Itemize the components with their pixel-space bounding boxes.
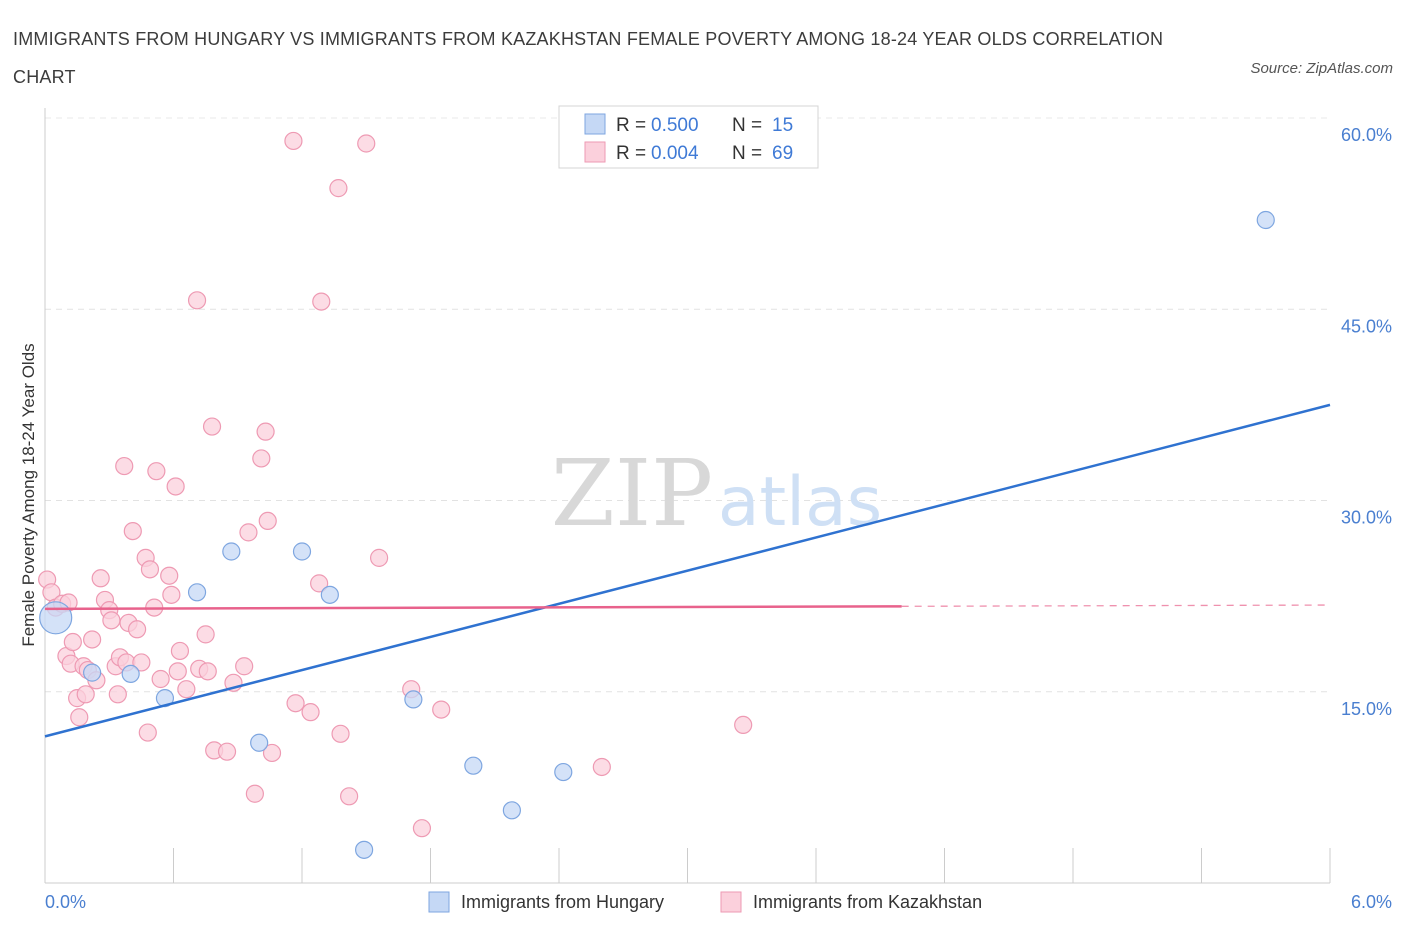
kazakhstan-trend-line (44, 605, 902, 611)
kazakhstan-point-51 (252, 449, 271, 468)
chart-title: IMMIGRANTS FROM HUNGARY VS IMMIGRANTS FR… (13, 29, 1164, 87)
kazakhstan-point-38 (170, 641, 190, 661)
kazakhstan-point-53 (258, 511, 277, 531)
kazakhstan-point-9 (70, 708, 89, 727)
legend-swatch-hungary (584, 113, 606, 135)
kazakhstan-point-62 (340, 787, 359, 806)
kazakhstan-point-13 (83, 630, 102, 649)
kazakhstan-point-35 (162, 585, 181, 604)
kazakhstan-point-26 (127, 620, 147, 639)
kazakhstan-point-52 (256, 422, 275, 441)
kazakhstan-point-29 (138, 723, 157, 742)
kazakhstan-point-42 (196, 625, 215, 644)
kazakhstan-point-68 (592, 757, 611, 777)
bottom-legend-swatch-hungary (428, 891, 450, 913)
axes (44, 108, 1331, 884)
series-legend: Immigrants from Hungary Immigrants from … (428, 891, 982, 913)
legend-r-label-1: R = (616, 115, 646, 136)
kazakhstan-point-7 (63, 632, 82, 652)
x-tick-label-0: 0.0% (45, 892, 86, 912)
watermark-atlas: atlas (718, 463, 882, 542)
hungary-point-10 (404, 690, 423, 709)
legend-n-label-2: N = (732, 143, 762, 164)
hungary-point-9 (355, 840, 374, 859)
bottom-legend-hungary: Immigrants from Hungary (461, 892, 664, 912)
kazakhstan-point-60 (329, 179, 348, 198)
kazakhstan-point-54 (262, 743, 282, 763)
kazakhstan-point-15 (91, 569, 110, 588)
hungary-point-0 (39, 601, 73, 635)
hungary-point-2 (121, 664, 140, 684)
hungary-point-4 (187, 583, 207, 602)
correlation-legend: R = 0.500 N = 15 R = 0.004 N = 69 (558, 105, 819, 169)
y-tick-label-0: 15.0% (1341, 699, 1392, 719)
hungary-point-13 (554, 762, 573, 782)
hungary-point-5 (222, 542, 241, 561)
kazakhstan-point-27 (132, 653, 151, 672)
kazakhstan-point-46 (217, 742, 237, 761)
x-tick-label-1: 6.0% (1351, 892, 1392, 912)
kazakhstan-point-22 (115, 456, 134, 476)
kazakhstan-point-55 (284, 131, 303, 151)
tick-labels: 15.0% 30.0% 45.0% 60.0% 0.0% 6.0% (45, 125, 1392, 912)
kazakhstan-point-48 (235, 657, 254, 676)
hungary-point-8 (320, 585, 339, 604)
kazakhstan-point-69 (734, 715, 753, 735)
y-axis-label: Female Poverty Among 18-24 Year Olds (19, 343, 38, 646)
kazakhstan-point-34 (160, 566, 179, 585)
bottom-legend-swatch-kazakhstan (720, 891, 742, 913)
watermark-zip: ZIP (551, 440, 713, 547)
kazakhstan-point-18 (102, 611, 121, 630)
hungary-point-1 (83, 663, 102, 682)
series-hungary-points (39, 210, 1275, 859)
series-kazakhstan-points (38, 131, 753, 838)
kazakhstan-point-39 (177, 680, 196, 699)
kazakhstan-point-64 (370, 548, 389, 567)
kazakhstan-point-25 (123, 521, 142, 541)
legend-r-value-1: 0.500 (651, 115, 699, 136)
hungary-point-14 (1256, 210, 1275, 230)
legend-r-label-2: R = (616, 143, 646, 164)
hungary-point-11 (464, 756, 483, 775)
source-label: Source: ZipAtlas.com (1250, 60, 1393, 77)
kazakhstan-point-11 (76, 685, 95, 704)
kazakhstan-point-58 (310, 574, 329, 593)
trend-lines (44, 403, 1331, 738)
legend-n-value-1: 15 (772, 115, 793, 136)
legend-n-value-2: 69 (772, 143, 793, 164)
kazakhstan-point-57 (301, 703, 320, 722)
kazakhstan-point-44 (202, 417, 222, 436)
kazakhstan-point-59 (312, 292, 331, 311)
kazakhstan-point-30 (140, 560, 160, 579)
kazakhstan-point-67 (432, 700, 451, 719)
kazakhstan-point-50 (245, 784, 264, 803)
kazakhstan-point-40 (187, 291, 207, 310)
legend-r-value-2: 0.004 (651, 143, 699, 164)
kazakhstan-point-37 (168, 662, 187, 681)
kazakhstan-point-66 (412, 819, 432, 838)
kazakhstan-point-20 (108, 685, 127, 704)
kazakhstan-point-49 (239, 523, 258, 542)
kazakhstan-point-36 (166, 477, 185, 496)
y-tick-label-3: 60.0% (1341, 125, 1392, 145)
kazakhstan-point-61 (331, 724, 350, 743)
hungary-trend-line (44, 403, 1331, 738)
kazakhstan-point-43 (198, 662, 217, 681)
hungary-point-7 (292, 542, 312, 561)
hungary-point-12 (502, 801, 521, 820)
legend-swatch-kazakhstan (584, 141, 606, 163)
kazakhstan-point-63 (357, 134, 376, 153)
y-tick-label-1: 30.0% (1341, 508, 1392, 528)
legend-n-label-1: N = (732, 115, 762, 136)
kazakhstan-trend-extension (901, 604, 1331, 607)
y-tick-label-2: 45.0% (1341, 316, 1392, 336)
hungary-point-6 (250, 733, 269, 752)
bottom-legend-kazakhstan: Immigrants from Kazakhstan (753, 892, 982, 912)
kazakhstan-point-33 (151, 669, 170, 689)
kazakhstan-point-32 (147, 462, 166, 481)
kazakhstan-point-56 (286, 694, 305, 713)
